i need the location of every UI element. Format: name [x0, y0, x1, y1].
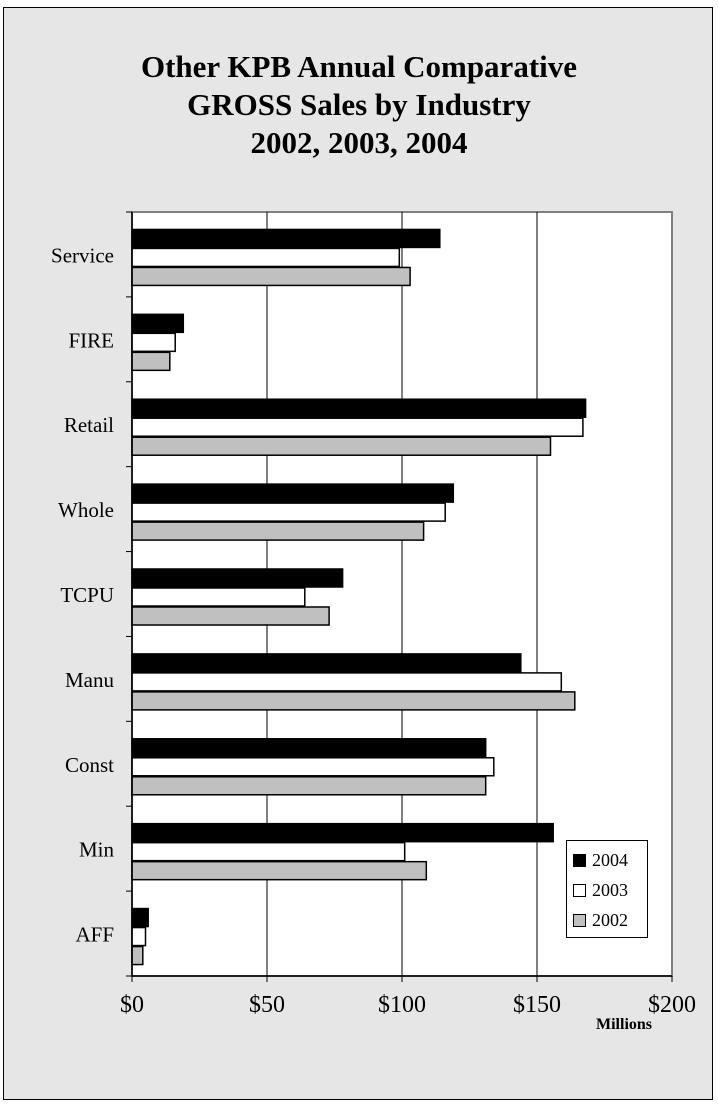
- legend-swatch-2002: [573, 913, 586, 927]
- bar-2004-min: [131, 822, 554, 843]
- legend-label-2003: 2003: [592, 879, 628, 900]
- bar-2004-retail: [131, 398, 587, 418]
- legend-swatch-2004: [573, 853, 586, 867]
- bar-2002-whole: [131, 521, 425, 541]
- bar-2002-aff: [131, 945, 144, 966]
- y-tick-label: Service: [51, 243, 114, 267]
- x-axis-units-label: Millions: [596, 1016, 653, 1033]
- bar-2003-fire: [131, 332, 176, 353]
- chart-title: Other KPB Annual Comparative GROSS Sales…: [0, 48, 718, 162]
- bar-2002-retail: [131, 436, 552, 456]
- bar-2003-const: [131, 757, 495, 777]
- y-tick-label: TCPU: [60, 583, 114, 607]
- bar-2003-tcpu: [131, 587, 306, 607]
- bar-2002-fire: [131, 351, 171, 372]
- legend-item-2003: 2003: [573, 879, 628, 901]
- bar-2004-fire: [131, 313, 185, 334]
- legend-label-2004: 2004: [592, 849, 628, 870]
- bar-2003-retail: [131, 417, 584, 437]
- bar-2003-manu: [131, 672, 563, 692]
- legend: 2004 2003 2002: [566, 840, 648, 938]
- bar-2003-aff: [131, 926, 147, 947]
- bar-2002-const: [131, 776, 487, 796]
- chart-title-line-3: 2002, 2003, 2004: [250, 125, 468, 160]
- bar-2004-const: [131, 738, 487, 758]
- y-tick-label: Retail: [64, 413, 114, 437]
- legend-swatch-2003: [573, 883, 586, 897]
- legend-label-2002: 2002: [592, 909, 628, 930]
- bar-2004-aff: [131, 907, 149, 928]
- bar-2002-service: [131, 266, 411, 287]
- legend-item-2004: 2004: [573, 849, 628, 871]
- bar-2002-min: [131, 860, 428, 881]
- bar-2003-whole: [131, 502, 446, 522]
- bar-2004-manu: [131, 653, 522, 673]
- chart-title-line-2: GROSS Sales by Industry: [187, 87, 531, 122]
- x-tick-label: $50: [249, 992, 285, 1018]
- bar-2003-min: [131, 841, 406, 862]
- y-tick-label: Whole: [58, 498, 114, 522]
- x-tick-label: $150: [513, 992, 561, 1018]
- bar-2004-whole: [131, 483, 455, 503]
- x-tick-label: $0: [120, 992, 144, 1018]
- x-tick-label: $100: [378, 992, 426, 1018]
- y-tick-label: Manu: [65, 668, 114, 692]
- y-tick-label: FIRE: [68, 328, 114, 352]
- y-tick-label: Min: [79, 838, 115, 862]
- y-tick-label: AFF: [75, 923, 114, 947]
- bar-2002-manu: [131, 691, 576, 711]
- bar-2003-service: [131, 247, 401, 268]
- bar-2004-service: [131, 228, 441, 249]
- bar-2004-tcpu: [131, 568, 344, 588]
- legend-item-2002: 2002: [573, 909, 628, 931]
- y-tick-label: Const: [65, 753, 114, 777]
- x-tick-label: $200: [648, 992, 696, 1018]
- bar-2002-tcpu: [131, 606, 330, 626]
- chart-title-line-1: Other KPB Annual Comparative: [140, 49, 578, 84]
